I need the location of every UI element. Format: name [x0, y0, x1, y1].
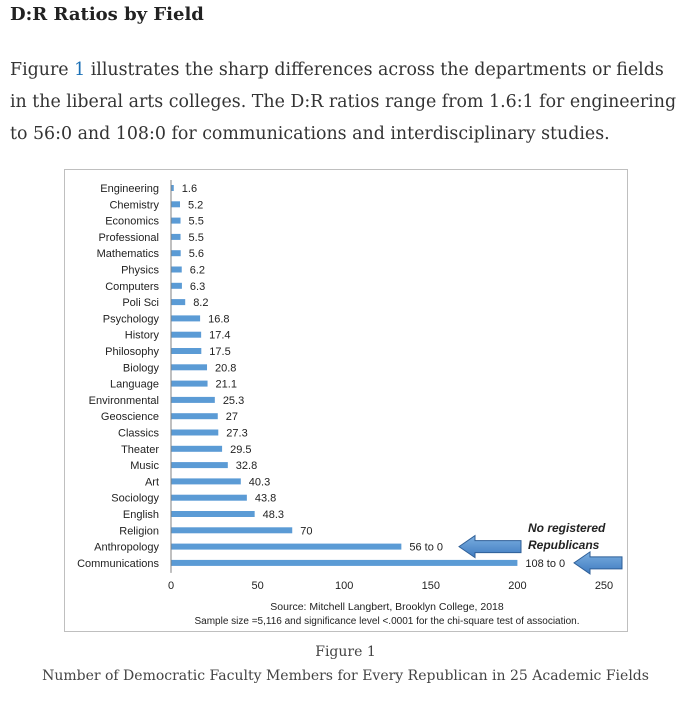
bar [171, 380, 208, 387]
data-label: 5.2 [188, 199, 203, 211]
bar [171, 462, 228, 469]
bar [171, 543, 402, 550]
arrow-communications [573, 550, 623, 575]
data-label: 70 [300, 525, 312, 537]
data-label: 16.8 [208, 313, 229, 325]
bar [171, 201, 181, 208]
category-label: Philosophy [105, 346, 159, 358]
bar [171, 494, 247, 501]
data-label: 8.2 [193, 297, 208, 309]
section-title: D:R Ratios by Field [10, 4, 204, 25]
data-label: 5.5 [189, 216, 204, 228]
x-tick-label: 250 [595, 580, 613, 592]
category-label: Physics [121, 265, 159, 277]
bar [171, 527, 293, 534]
bar [171, 559, 518, 566]
category-label: Religion [119, 525, 159, 537]
bar [171, 396, 215, 403]
category-label: Professional [98, 232, 159, 244]
bars: Engineering 1.6 Chemistry 5.2 Economics 5.5 Pr… [77, 183, 565, 570]
figure-reference-link[interactable]: 1 [74, 60, 86, 80]
bar [171, 364, 208, 371]
data-label: 1.6 [182, 183, 197, 195]
data-label: 29.5 [230, 444, 251, 456]
bar [171, 217, 181, 224]
category-label: Art [145, 476, 159, 488]
data-label: 27 [226, 411, 238, 423]
chart-frame [64, 169, 628, 632]
category-label: Classics [118, 428, 159, 440]
bar [171, 429, 219, 436]
category-label: Mathematics [97, 248, 160, 260]
bar [171, 331, 202, 338]
category-label: Geoscience [101, 411, 159, 423]
data-label: 6.2 [190, 265, 205, 277]
category-label: English [123, 509, 159, 521]
bar [171, 315, 201, 322]
annotation-line-2: Republicans [528, 538, 600, 552]
intro-text-start: Figure [10, 60, 75, 80]
data-label: 6.3 [190, 281, 205, 293]
data-label: 21.1 [216, 379, 237, 391]
figure-label: Figure 1 [315, 644, 376, 660]
data-label: 43.8 [255, 493, 276, 505]
bar [171, 413, 218, 420]
category-label: Poli Sci [122, 297, 159, 309]
bar [171, 348, 202, 354]
arrow-anthropology [458, 534, 522, 559]
bar [171, 282, 182, 289]
figure-caption: Number of Democratic Faculty Members for… [42, 668, 649, 684]
annotation-line-1: No registered [528, 521, 606, 535]
data-label: 32.8 [236, 460, 257, 472]
bar [171, 511, 255, 517]
category-label: Chemistry [109, 199, 159, 211]
category-label: Biology [123, 362, 160, 374]
bar [171, 478, 241, 485]
data-label: 27.3 [226, 428, 247, 440]
data-label: 20.8 [215, 362, 236, 374]
data-label: 5.6 [189, 248, 204, 260]
bar-chart: Engineering 1.6 Chemistry 5.2 Economics 5.5 Pr… [77, 180, 623, 627]
bar [171, 445, 223, 452]
data-label: 5.5 [189, 232, 204, 244]
bar [171, 266, 182, 273]
category-label: Theater [121, 444, 159, 456]
data-label: 17.5 [209, 346, 230, 358]
category-label: Anthropology [94, 542, 159, 554]
intro-paragraph: Figure 1 illustrates the sharp differenc… [10, 54, 682, 150]
x-tick-label: 200 [508, 580, 526, 592]
data-label: 108 to 0 [525, 558, 565, 570]
category-label: Communications [77, 558, 159, 570]
data-label: 17.4 [209, 330, 230, 342]
intro-text-rest: illustrates the sharp differences across… [10, 60, 677, 144]
category-label: History [125, 330, 160, 342]
data-label: 40.3 [249, 476, 270, 488]
x-tick-label: 0 [168, 580, 174, 592]
bar [171, 233, 181, 240]
category-label: Sociology [111, 493, 159, 505]
category-label: Music [130, 460, 159, 472]
category-label: Psychology [103, 313, 160, 325]
data-label: 56 to 0 [409, 542, 443, 554]
category-label: Engineering [100, 183, 159, 195]
source-line-2: Sample size =5,116 and significance leve… [194, 616, 579, 627]
bar [171, 185, 174, 191]
category-label: Environmental [89, 395, 159, 407]
bar [171, 250, 181, 257]
data-label: 48.3 [263, 509, 284, 521]
bar [171, 299, 186, 306]
data-label: 25.3 [223, 395, 244, 407]
source-line-1: Source: Mitchell Langbert, Brooklyn Coll… [270, 601, 504, 613]
x-axis: 0 50 100 150 200 250 [168, 180, 613, 592]
x-tick-label: 150 [422, 580, 440, 592]
category-label: Language [110, 379, 159, 391]
x-tick-label: 100 [335, 580, 353, 592]
category-label: Economics [105, 216, 159, 228]
x-tick-label: 50 [251, 580, 263, 592]
category-label: Computers [105, 281, 159, 293]
